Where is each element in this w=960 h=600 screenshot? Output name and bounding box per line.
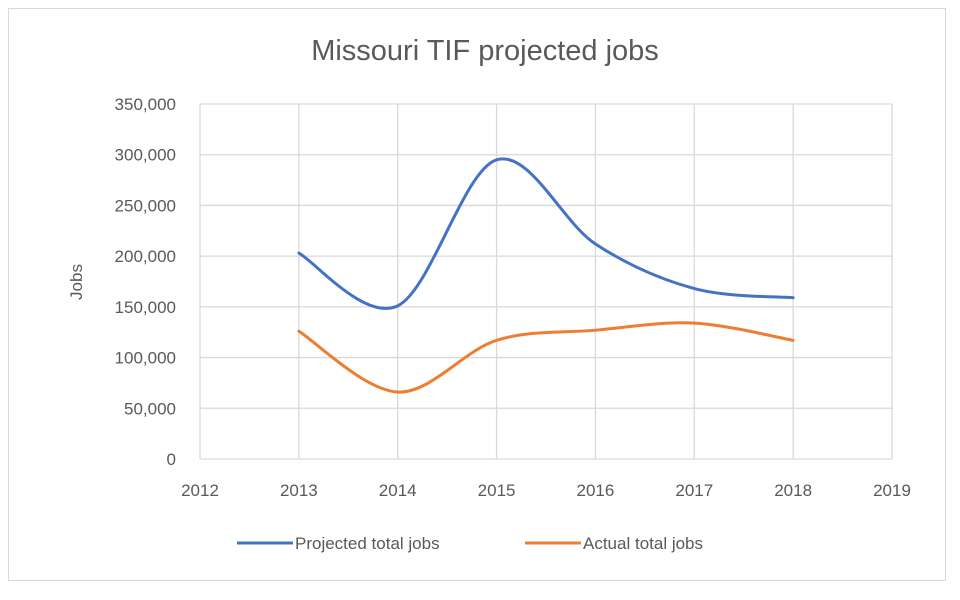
- y-tick-label: 100,000: [115, 349, 176, 368]
- y-tick-label: 300,000: [115, 146, 176, 165]
- series-lines: [297, 157, 795, 394]
- x-tick-label: 2014: [379, 481, 417, 500]
- legend: Projected total jobs Actual total jobs: [237, 534, 703, 553]
- x-tick-label: 2018: [774, 481, 812, 500]
- chart-frame: [8, 8, 946, 581]
- x-tick-label: 2012: [181, 481, 219, 500]
- x-tick-label: 2015: [478, 481, 516, 500]
- y-tick-label: 250,000: [115, 196, 176, 215]
- y-tick-labels: 0 50,000 100,000 150,000 200,000 250,000 300,0…: [115, 95, 176, 469]
- y-tick-label: 200,000: [115, 247, 176, 266]
- y-tick-label: 50,000: [124, 399, 176, 418]
- x-tick-label: 2017: [675, 481, 713, 500]
- gridlines: [199, 103, 893, 460]
- series-line-projected-total-jobs: [297, 157, 795, 310]
- chart-title: Missouri TIF projected jobs: [311, 35, 659, 67]
- x-tick-labels: 2012 2013 2014 2015 2016 2017 2018 2019: [181, 481, 911, 500]
- y-tick-label: 0: [167, 450, 176, 469]
- y-axis-label: Jobs: [67, 264, 86, 300]
- x-tick-label: 2019: [873, 481, 911, 500]
- x-tick-label: 2013: [280, 481, 318, 500]
- legend-label: Actual total jobs: [583, 534, 703, 553]
- y-tick-label: 150,000: [115, 298, 176, 317]
- series-line-actual-total-jobs: [297, 321, 795, 394]
- y-tick-label: 350,000: [115, 95, 176, 114]
- legend-label: Projected total jobs: [295, 534, 440, 553]
- x-tick-label: 2016: [577, 481, 615, 500]
